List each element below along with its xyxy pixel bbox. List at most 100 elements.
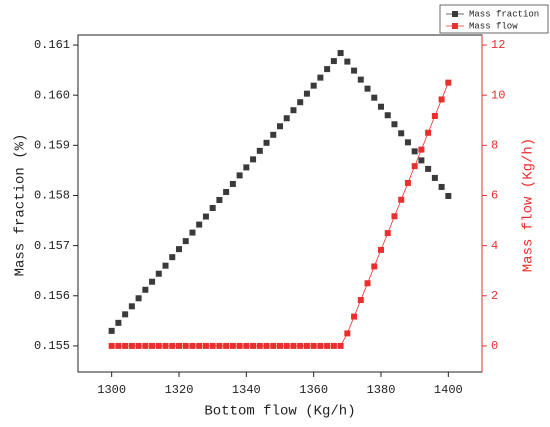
data-point xyxy=(398,196,405,203)
data-point xyxy=(250,156,257,163)
data-point xyxy=(176,246,182,253)
data-point xyxy=(371,94,378,101)
data-point xyxy=(303,342,310,349)
data-point xyxy=(425,165,432,172)
data-point xyxy=(229,342,236,349)
data-point xyxy=(438,96,445,103)
data-point xyxy=(290,107,297,114)
data-point xyxy=(162,262,169,269)
data-point xyxy=(182,238,189,245)
data-point xyxy=(384,112,391,119)
y2-tick-label: 2 xyxy=(491,289,498,303)
data-point xyxy=(411,148,418,155)
legend-marker xyxy=(452,23,458,29)
data-point xyxy=(277,342,283,349)
data-point xyxy=(317,74,324,81)
data-point xyxy=(149,342,156,349)
data-point xyxy=(344,330,351,337)
data-point xyxy=(297,342,304,349)
y2-tick-label: 12 xyxy=(491,38,505,52)
data-point xyxy=(404,139,411,146)
y2-tick-label: 8 xyxy=(491,138,498,152)
x-tick-label: 1360 xyxy=(299,383,328,397)
data-point xyxy=(263,342,270,349)
data-point xyxy=(364,85,371,92)
data-point xyxy=(418,157,425,164)
data-point xyxy=(236,342,243,349)
data-point xyxy=(283,115,290,122)
data-point xyxy=(142,342,149,349)
data-point xyxy=(243,342,250,349)
data-point xyxy=(135,295,142,302)
data-point xyxy=(357,76,364,83)
data-point xyxy=(337,50,344,57)
legend-label: Mass fraction xyxy=(469,9,539,19)
data-point xyxy=(371,263,378,270)
data-point xyxy=(445,79,452,86)
y-tick-label: 0.157 xyxy=(34,239,70,253)
data-point xyxy=(270,342,277,349)
data-point xyxy=(351,313,358,320)
data-point xyxy=(189,229,196,236)
data-point xyxy=(162,342,169,349)
data-point xyxy=(438,183,445,190)
data-point xyxy=(344,58,351,65)
data-point xyxy=(169,342,176,349)
y-tick-label: 0.161 xyxy=(34,38,70,52)
data-point xyxy=(223,188,230,195)
data-point xyxy=(351,67,358,74)
data-point xyxy=(270,131,277,138)
data-point xyxy=(425,129,432,136)
y2-tick-label: 4 xyxy=(491,239,498,253)
data-point xyxy=(256,147,263,154)
data-point xyxy=(317,342,324,349)
y2-axis-title: Mass flow (Kg/h) xyxy=(521,138,537,272)
data-point xyxy=(155,270,162,277)
data-point xyxy=(209,342,216,349)
data-point xyxy=(310,82,317,89)
data-point xyxy=(209,205,216,212)
data-point xyxy=(115,319,122,326)
data-point xyxy=(250,342,257,349)
data-point xyxy=(202,213,209,220)
data-point xyxy=(135,342,142,349)
data-point xyxy=(364,280,371,287)
data-point xyxy=(263,139,270,146)
data-point xyxy=(303,90,310,97)
data-point xyxy=(277,123,283,130)
y-tick-label: 0.160 xyxy=(34,88,70,102)
data-point xyxy=(398,130,405,137)
y-tick-label: 0.156 xyxy=(34,289,70,303)
data-point xyxy=(196,342,203,349)
x-tick-label: 1340 xyxy=(232,383,261,397)
data-point xyxy=(378,103,384,110)
legend-label: Mass flow xyxy=(469,21,518,31)
data-point xyxy=(391,121,398,128)
data-point xyxy=(223,342,230,349)
data-point xyxy=(290,342,297,349)
data-point xyxy=(115,342,122,349)
data-point xyxy=(128,303,135,310)
x-tick-label: 1380 xyxy=(367,383,396,397)
y-tick-label: 0.155 xyxy=(34,339,70,353)
data-point xyxy=(404,179,411,186)
data-point xyxy=(330,342,337,349)
x-tick-label: 1300 xyxy=(97,383,126,397)
data-point xyxy=(431,174,438,181)
data-point xyxy=(128,342,135,349)
data-point xyxy=(182,342,189,349)
data-point xyxy=(155,342,162,349)
plot-frame xyxy=(77,34,483,373)
series-line xyxy=(111,82,449,347)
data-point xyxy=(229,180,236,187)
data-point xyxy=(411,163,418,170)
data-point xyxy=(149,278,156,285)
data-point xyxy=(236,172,243,179)
data-point xyxy=(189,342,196,349)
data-point xyxy=(142,286,149,293)
data-point xyxy=(378,246,384,253)
data-point xyxy=(324,342,331,349)
data-point xyxy=(122,342,129,349)
data-point xyxy=(324,66,331,73)
